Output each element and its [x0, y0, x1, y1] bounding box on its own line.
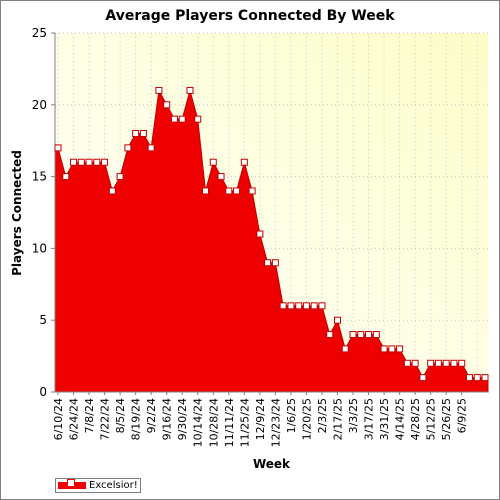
data-point — [333, 316, 341, 324]
data-point — [108, 187, 116, 195]
data-point — [442, 359, 450, 367]
data-point — [225, 187, 233, 195]
data-point — [116, 173, 124, 181]
x-tick-label: 3/31/25 — [378, 398, 391, 440]
data-point — [458, 359, 466, 367]
data-point — [403, 359, 411, 367]
data-point — [194, 115, 202, 123]
x-tick-label: 10/28/24 — [207, 398, 220, 447]
x-tick-label: 12/23/24 — [269, 398, 282, 447]
data-point — [77, 158, 85, 166]
data-point — [295, 302, 303, 310]
x-tick-label: 12/9/24 — [254, 398, 267, 440]
data-point — [279, 302, 287, 310]
data-point — [465, 374, 473, 382]
x-tick-label: 2/3/25 — [316, 398, 329, 433]
data-point — [271, 259, 279, 267]
data-point — [170, 115, 178, 123]
data-point — [473, 374, 481, 382]
data-point — [62, 173, 70, 181]
x-tick-label: 11/25/24 — [238, 398, 251, 447]
data-point — [310, 302, 318, 310]
x-axis-label: Week — [252, 457, 291, 471]
y-tick-label: 15 — [32, 170, 47, 184]
x-tick-label: 9/2/24 — [145, 398, 158, 433]
x-tick-label: 2/17/25 — [331, 398, 344, 440]
data-point — [372, 331, 380, 339]
data-point — [380, 345, 388, 353]
data-point — [434, 359, 442, 367]
x-tick-label: 6/9/25 — [456, 398, 469, 433]
data-point — [217, 173, 225, 181]
y-tick-label: 0 — [39, 385, 47, 399]
data-point — [427, 359, 435, 367]
x-tick-label: 4/28/25 — [409, 398, 422, 440]
data-point — [186, 86, 194, 94]
x-tick-label: 7/8/24 — [83, 398, 96, 433]
x-tick-label: 9/30/24 — [176, 398, 189, 440]
legend: Excelsior! — [55, 478, 141, 493]
data-point — [209, 158, 217, 166]
data-point — [411, 359, 419, 367]
x-tick-label: 5/26/25 — [440, 398, 453, 440]
x-tick-label: 5/12/25 — [425, 398, 438, 440]
data-point — [264, 259, 272, 267]
data-point — [101, 158, 109, 166]
x-tick-label: 3/17/25 — [363, 398, 376, 440]
x-tick-label: 6/10/24 — [52, 398, 65, 440]
x-tick-label: 11/11/24 — [223, 398, 236, 447]
x-tick-label: 4/14/25 — [394, 398, 407, 440]
data-point — [302, 302, 310, 310]
data-point — [85, 158, 93, 166]
data-point — [287, 302, 295, 310]
data-point — [124, 144, 132, 152]
y-tick-label: 5 — [39, 313, 47, 327]
data-point — [419, 374, 427, 382]
x-tick-label: 3/3/25 — [347, 398, 360, 433]
data-point — [132, 130, 140, 138]
data-point — [70, 158, 78, 166]
data-point — [178, 115, 186, 123]
data-point — [202, 187, 210, 195]
y-tick-label: 25 — [32, 26, 47, 40]
data-point — [155, 86, 163, 94]
x-tick-label: 7/22/24 — [99, 398, 112, 440]
data-point — [163, 101, 171, 109]
x-tick-label: 1/6/25 — [285, 398, 298, 433]
y-tick-label: 10 — [32, 241, 47, 255]
x-tick-label: 8/19/24 — [130, 398, 143, 440]
x-tick-label: 10/14/24 — [192, 398, 205, 447]
data-point — [318, 302, 326, 310]
data-point — [248, 187, 256, 195]
data-point — [341, 345, 349, 353]
data-point — [396, 345, 404, 353]
data-point — [349, 331, 357, 339]
x-tick-label: 9/16/24 — [161, 398, 174, 440]
data-point — [256, 230, 264, 238]
data-point — [365, 331, 373, 339]
data-point — [93, 158, 101, 166]
y-tick-label: 20 — [32, 98, 47, 112]
data-point — [233, 187, 241, 195]
data-point — [326, 331, 334, 339]
data-point — [139, 130, 147, 138]
data-point — [388, 345, 396, 353]
data-point — [357, 331, 365, 339]
x-tick-label: 6/24/24 — [68, 398, 81, 440]
legend-label: Excelsior! — [89, 480, 138, 491]
x-tick-label: 1/20/25 — [300, 398, 313, 440]
data-point — [54, 144, 62, 152]
data-point — [240, 158, 248, 166]
data-point — [481, 374, 489, 382]
legend-marker — [67, 479, 75, 487]
chart-title: Average Players Connected By Week — [105, 8, 395, 24]
data-point — [450, 359, 458, 367]
data-point — [147, 144, 155, 152]
x-tick-label: 8/5/24 — [114, 398, 127, 433]
